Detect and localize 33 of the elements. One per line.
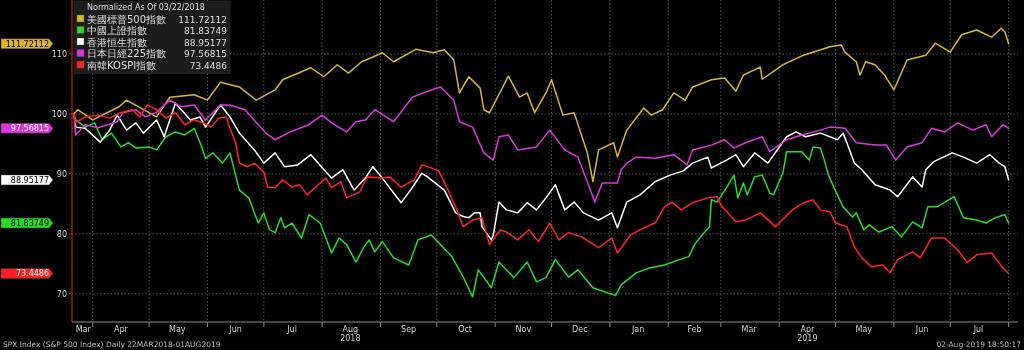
y-tick-label: 70: [56, 289, 67, 299]
legend-title: Normalized As Of 03/22/2018: [87, 3, 205, 12]
x-tick-label: Jul: [286, 325, 297, 334]
x-tick-label: Sep: [401, 325, 417, 334]
y-tick-label: 90: [56, 169, 67, 179]
legend-label: 美國標普500指數: [87, 13, 167, 25]
x-tick-label: Feb: [687, 325, 702, 334]
x-tick-label: Aug 2018: [340, 325, 361, 343]
legend-label: 中國上證指數: [87, 25, 147, 36]
annotation: 97.56815: [184, 49, 227, 59]
x-tick-label: Mar: [75, 325, 92, 334]
x-tick-label: May: [855, 325, 873, 334]
annotation: 73.4486: [189, 60, 228, 71]
legend-label: 南韓KOSPI指數: [87, 59, 157, 71]
annotation: 81.83749: [184, 26, 228, 36]
y-tick-label: 80: [56, 229, 67, 239]
annotation: 111.72112: [178, 14, 227, 25]
annotation: 88.95177: [184, 37, 227, 48]
x-tick-label: Nov: [515, 325, 532, 334]
y-tick-label: 110: [51, 49, 67, 59]
legend-label: 香港恒生指數: [87, 36, 147, 48]
x-tick-label: Apr 2019: [797, 325, 818, 343]
x-tick-label: May: [169, 325, 186, 334]
x-tick-label: Jan: [630, 325, 645, 334]
x-tick-label: Jun: [228, 325, 242, 334]
y-tick-label: 100: [51, 109, 67, 119]
x-tick-label: Mar: [741, 325, 758, 334]
x-tick-label: Apr: [113, 325, 129, 334]
legend-label: 日本日經225指數: [87, 48, 167, 59]
x-tick-label: Jul: [972, 325, 984, 334]
x-tick-label: Jun: [914, 325, 929, 334]
x-tick-label: Oct: [458, 325, 472, 334]
x-tick-label: Dec: [572, 325, 588, 334]
